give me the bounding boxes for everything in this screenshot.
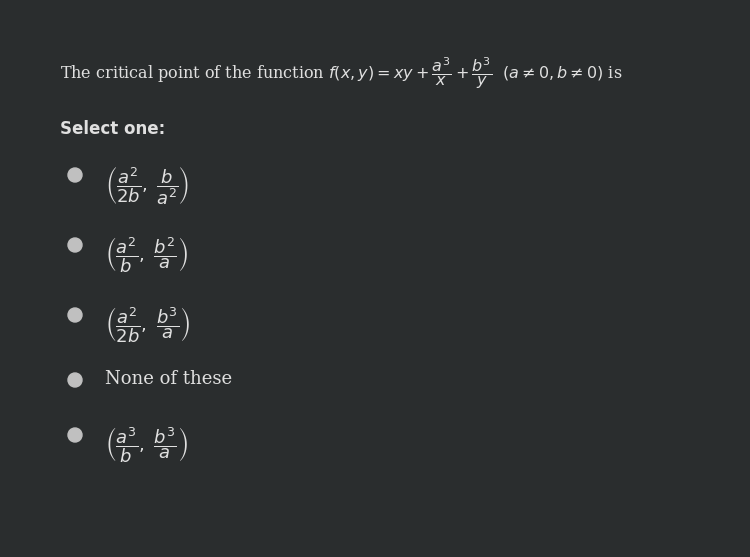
Text: $\left(\dfrac{a^2}{2b},\ \dfrac{b}{a^2}\right)$: $\left(\dfrac{a^2}{2b},\ \dfrac{b}{a^2}\… — [105, 165, 190, 207]
Circle shape — [68, 238, 82, 252]
Circle shape — [68, 428, 82, 442]
Text: $\left(\dfrac{a^2}{b},\ \dfrac{b^2}{a}\right)$: $\left(\dfrac{a^2}{b},\ \dfrac{b^2}{a}\r… — [105, 235, 188, 275]
Text: The critical point of the function $f(x,y) = xy + \dfrac{a^3}{x} + \dfrac{b^3}{y: The critical point of the function $f(x,… — [60, 55, 622, 91]
Circle shape — [68, 373, 82, 387]
Text: Select one:: Select one: — [60, 120, 165, 138]
Text: $\left(\dfrac{a^3}{b},\ \dfrac{b^3}{a}\right)$: $\left(\dfrac{a^3}{b},\ \dfrac{b^3}{a}\r… — [105, 425, 188, 465]
Circle shape — [68, 168, 82, 182]
Circle shape — [68, 308, 82, 322]
Text: $\left(\dfrac{a^2}{2b},\ \dfrac{b^3}{a}\right)$: $\left(\dfrac{a^2}{2b},\ \dfrac{b^3}{a}\… — [105, 305, 190, 345]
Text: None of these: None of these — [105, 370, 232, 388]
